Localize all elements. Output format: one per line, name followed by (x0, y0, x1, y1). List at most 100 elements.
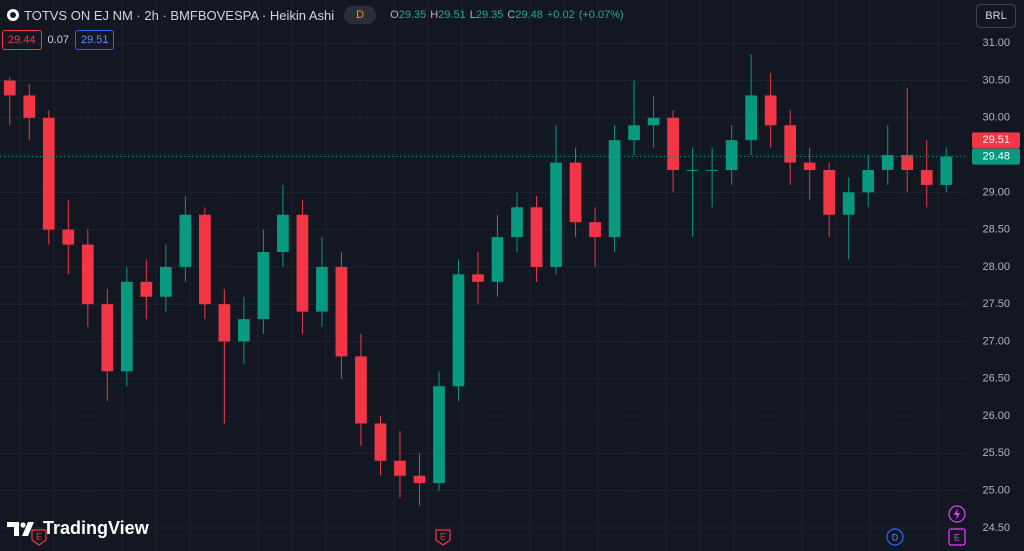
ohlc-value: 29.35 (475, 9, 504, 21)
marker-label: D (892, 532, 899, 542)
candle-body (199, 214, 211, 305)
candle-body (530, 207, 543, 267)
legend-header: TOTVS ON EJ NM · 2h · BMFBOVESPA · Heiki… (6, 5, 624, 25)
candle-body (62, 229, 75, 245)
marker-shape (948, 505, 966, 523)
brand-logo: TradingView (6, 518, 149, 539)
y-tick-label: 25.00 (982, 485, 1010, 497)
market-badge[interactable]: D (344, 6, 377, 24)
candle-body (433, 386, 445, 484)
ohlc-key: H (430, 9, 439, 21)
earnings-marker[interactable]: E (31, 529, 47, 546)
candle-body (589, 222, 601, 238)
quote-panel: 29.44 0.07 29.51 (2, 30, 115, 50)
candle-body (257, 252, 270, 320)
candle-body (862, 169, 875, 193)
candle-body (647, 117, 660, 126)
y-tick-label: 27.00 (982, 335, 1010, 347)
marker-label: E (36, 531, 42, 541)
candle-body (550, 162, 562, 267)
event-markers: E E D E (31, 505, 966, 546)
currency-button[interactable]: BRL (976, 4, 1016, 28)
price-axis: 24.50 25.00 25.50 26.00 26.50 27.00 27.50 28.00… (966, 0, 1024, 551)
candle-body (238, 319, 250, 342)
flash-icon (954, 508, 960, 520)
candle-body (784, 125, 797, 163)
candle-body (42, 117, 55, 230)
candle-body (725, 140, 738, 170)
candle-body (23, 95, 36, 118)
icon-hole (10, 12, 16, 18)
candle-body (803, 162, 816, 170)
sell-button[interactable]: 29.44 (2, 30, 42, 50)
ohlc-value: 29.51 (438, 9, 466, 21)
candle-body (452, 274, 465, 387)
ask-price-box (972, 132, 1020, 149)
ohlc-item: C29.48 (507, 9, 542, 21)
ohlc-value: 29.35 (398, 9, 427, 21)
brand-shape (7, 521, 19, 536)
candle-body (472, 274, 484, 282)
ohlc-key: L (469, 9, 476, 21)
candle-body (277, 214, 289, 253)
marker-label: E (954, 532, 960, 542)
candle-body (901, 155, 914, 170)
marker-label: E (440, 531, 446, 541)
y-tick-label: 31.00 (982, 37, 1010, 49)
candle-body (355, 356, 367, 424)
spread: 0.07 (47, 34, 69, 46)
candle-body (120, 281, 133, 372)
candle-body (569, 162, 582, 223)
ohlc-item: L29.35 (470, 9, 504, 21)
ohlc-values: O29.35 H29.51 L29.35 C29.48 +0.02 (+0.07… (390, 9, 624, 21)
earnings-marker[interactable]: E (948, 528, 966, 546)
y-tick-label: 29.00 (982, 186, 1010, 198)
candle-body (413, 475, 426, 484)
candle-body (920, 169, 933, 185)
ohlc-item: H29.51 (430, 9, 465, 21)
ohlc-key: O (390, 9, 399, 21)
earnings-marker[interactable]: E (435, 529, 451, 546)
grid (0, 0, 966, 551)
candle-body (608, 140, 621, 238)
marker-shape (435, 529, 451, 546)
candle-body (686, 169, 699, 171)
y-tick-label: 26.00 (982, 410, 1010, 422)
y-tick-label: 30.00 (982, 112, 1010, 124)
brand-icon (7, 521, 34, 536)
candle-body (140, 281, 153, 297)
axis-background (966, 0, 1024, 551)
candle-body (159, 266, 172, 297)
candle-body (101, 304, 114, 372)
candle-body (764, 95, 777, 126)
candle-body (394, 460, 406, 476)
candle-body (316, 266, 328, 312)
candle-body (842, 192, 855, 215)
y-tick-label: 28.00 (982, 261, 1010, 273)
brand-shape (20, 521, 26, 528)
symbol-title: TOTVS ON EJ NM · 2h · BMFBOVESPA · Heiki… (24, 7, 335, 23)
candle-body (881, 155, 894, 170)
buy-button[interactable]: 29.51 (74, 30, 115, 50)
candle-body (491, 237, 504, 282)
y-tick-label: 25.50 (982, 447, 1010, 459)
candle-body (3, 80, 16, 96)
y-tick-label: 26.50 (982, 373, 1010, 385)
y-tick-label: 27.50 (982, 298, 1010, 310)
candle-body (628, 125, 640, 141)
last-price-box (972, 148, 1020, 165)
ohlc-item: O29.35 (390, 9, 426, 21)
candles (0, 54, 966, 506)
candle-body (823, 169, 836, 215)
ask-price-label: 29.51 (982, 134, 1010, 146)
candle-body (218, 304, 231, 342)
candle-body (940, 156, 953, 185)
flash-marker[interactable] (948, 505, 966, 523)
dividend-marker[interactable]: D (886, 528, 904, 546)
y-tick-label: 28.50 (982, 224, 1010, 236)
marker-shape (31, 529, 47, 546)
marker-shape (948, 528, 966, 546)
ohlc-key: C (507, 9, 516, 21)
marker-shape (886, 528, 904, 546)
